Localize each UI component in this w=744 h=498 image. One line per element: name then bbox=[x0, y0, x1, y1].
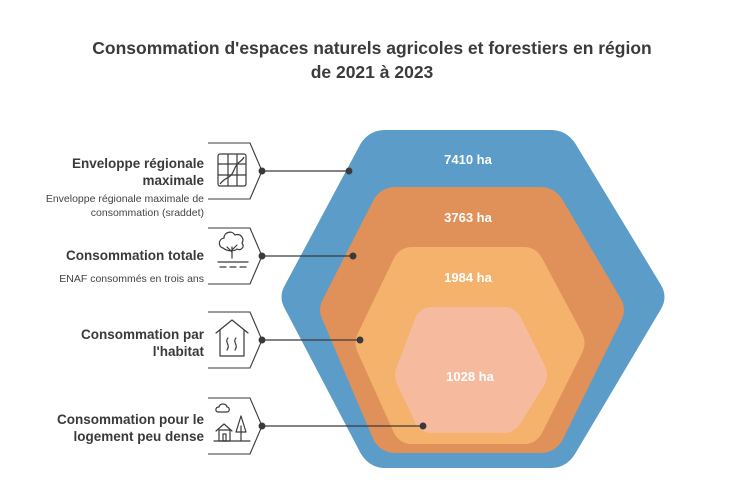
house-icon bbox=[215, 319, 249, 357]
connector-dot-1b bbox=[345, 167, 353, 175]
label-logement-peu-dense: Consommation pour le logement peu dense bbox=[14, 411, 204, 445]
value-logement-peu-dense: 1028 ha bbox=[446, 369, 494, 384]
label-habitat-title-1: Consommation par bbox=[80, 327, 204, 342]
hexagon-logement-peu-dense bbox=[395, 307, 547, 433]
label-logement-title-1: Consommation pour le bbox=[56, 412, 204, 427]
label-enveloppe-desc-2: consommation (sraddet) bbox=[90, 207, 204, 219]
connector-dot-2b bbox=[349, 252, 357, 260]
label-consommation-totale-title: Consommation totale bbox=[65, 248, 204, 263]
label-enveloppe-desc-1: Enveloppe régionale maximale de bbox=[45, 193, 204, 205]
diagram-title: Consommation d'espaces naturels agricole… bbox=[60, 36, 684, 84]
tree-icon bbox=[217, 231, 249, 268]
icon-frame-2 bbox=[208, 227, 263, 285]
label-enveloppe-title-1: Enveloppe régionale bbox=[71, 156, 204, 171]
map-icon bbox=[217, 153, 247, 187]
label-habitat: Consommation par l'habitat bbox=[14, 326, 204, 360]
label-logement-title-2: logement peu dense bbox=[73, 429, 204, 444]
label-enveloppe-title-2: maximale bbox=[142, 173, 204, 188]
title-line-1: Consommation d'espaces naturels agricole… bbox=[92, 38, 652, 58]
value-enveloppe: 7410 ha bbox=[444, 152, 492, 167]
label-enveloppe: Enveloppe régionale maximale Enveloppe r… bbox=[14, 155, 204, 220]
icon-frame-1 bbox=[208, 142, 263, 200]
label-consommation-totale: Consommation totale ENAF consommés en tr… bbox=[14, 247, 204, 286]
connector-dot-4b bbox=[419, 422, 427, 430]
value-consommation-totale: 3763 ha bbox=[444, 210, 492, 225]
icon-frame-3 bbox=[208, 311, 263, 369]
label-consommation-totale-desc: ENAF consommés en trois ans bbox=[59, 273, 204, 285]
icon-frame-4 bbox=[208, 397, 263, 455]
title-line-2: de 2021 à 2023 bbox=[310, 62, 434, 82]
village-icon bbox=[213, 403, 251, 442]
connector-dot-3b bbox=[356, 336, 364, 344]
label-habitat-title-2: l'habitat bbox=[152, 344, 204, 359]
value-habitat: 1984 ha bbox=[444, 270, 492, 285]
